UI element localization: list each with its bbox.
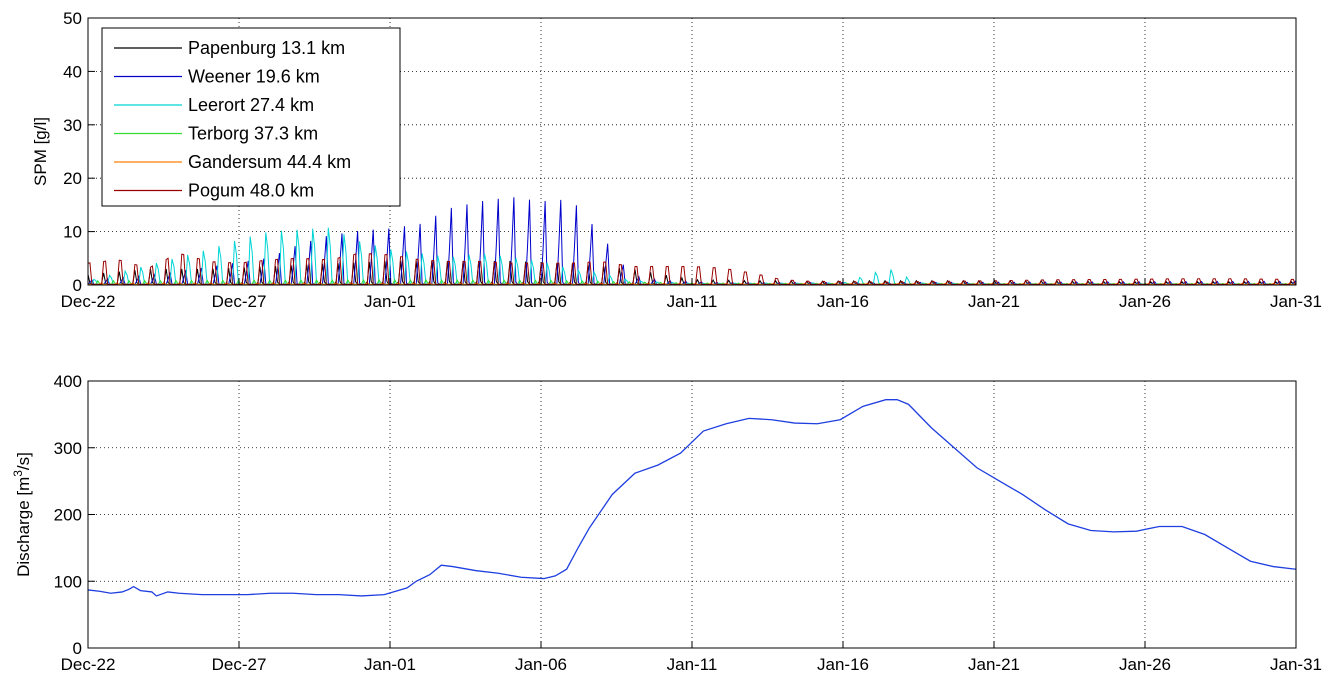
discharge-ticks: Dec-22 Dec-27 Jan-01 Jan-06 Jan-11 Jan-16 Jan-… bbox=[54, 372, 1322, 674]
x-tick-label: Dec-27 bbox=[212, 655, 267, 674]
y-tick-label: 50 bbox=[63, 9, 82, 28]
x-tick-label: Jan-06 bbox=[515, 655, 567, 674]
legend-entry: Leerort 27.4 km bbox=[188, 95, 314, 115]
discharge-panel: Dec-22 Dec-27 Jan-01 Jan-06 Jan-11 Jan-16 Jan-… bbox=[11, 372, 1322, 674]
discharge-y-axis-label-end: /s] bbox=[14, 452, 33, 470]
spm-y-axis-label: SPM [g/l] bbox=[31, 117, 50, 186]
x-tick-label: Jan-01 bbox=[364, 292, 416, 311]
discharge-series bbox=[88, 399, 1296, 597]
legend-entry: Weener 19.6 km bbox=[188, 67, 320, 87]
x-tick-label: Jan-26 bbox=[1119, 292, 1171, 311]
x-tick-label: Dec-22 bbox=[61, 655, 116, 674]
x-tick-label: Jan-01 bbox=[364, 655, 416, 674]
legend-entry: Terborg 37.3 km bbox=[188, 124, 318, 144]
spm-ticks: Dec-22 Dec-27 Jan-01 Jan-06 Jan-11 Jan-16 Jan-… bbox=[61, 9, 1322, 311]
discharge-y-axis-label-main: Discharge [m bbox=[14, 477, 33, 577]
x-tick-label: Jan-31 bbox=[1270, 655, 1322, 674]
x-tick-label: Jan-16 bbox=[817, 655, 869, 674]
y-tick-label: 40 bbox=[63, 62, 82, 81]
y-tick-label: 30 bbox=[63, 116, 82, 135]
legend-box bbox=[101, 27, 401, 207]
x-tick-label: Jan-11 bbox=[667, 655, 718, 674]
discharge-y-axis-label: Discharge [m3/s] bbox=[11, 452, 33, 577]
y-tick-label: 400 bbox=[54, 372, 82, 391]
spm-panel: Dec-22 Dec-27 Jan-01 Jan-06 Jan-11 Jan-16 Jan-… bbox=[31, 9, 1322, 311]
legend-entry: Papenburg 13.1 km bbox=[188, 38, 345, 58]
legend-entry: Pogum 48.0 km bbox=[188, 181, 314, 201]
y-tick-label: 0 bbox=[73, 276, 82, 295]
y-tick-label: 100 bbox=[54, 572, 82, 591]
spm-legend: Papenburg 13.1 km Weener 19.6 km Leerort 2… bbox=[101, 27, 401, 207]
y-tick-label: 20 bbox=[63, 169, 82, 188]
x-tick-label: Jan-06 bbox=[515, 292, 567, 311]
x-tick-label: Jan-21 bbox=[968, 655, 1020, 674]
y-tick-label: 300 bbox=[54, 439, 82, 458]
y-tick-label: 0 bbox=[73, 639, 82, 658]
spm-line-2 bbox=[88, 227, 1296, 285]
x-tick-label: Jan-31 bbox=[1270, 292, 1322, 311]
x-tick-label: Jan-16 bbox=[817, 292, 869, 311]
x-tick-label: Dec-27 bbox=[212, 292, 267, 311]
discharge-grid bbox=[88, 381, 1296, 648]
x-tick-label: Dec-22 bbox=[61, 292, 116, 311]
discharge-y-axis-label-sup: 3 bbox=[11, 470, 25, 477]
discharge-line bbox=[88, 399, 1296, 597]
x-tick-label: Jan-21 bbox=[968, 292, 1020, 311]
y-tick-label: 10 bbox=[63, 223, 82, 242]
x-tick-label: Jan-11 bbox=[667, 292, 718, 311]
y-tick-label: 200 bbox=[54, 506, 82, 525]
x-tick-label: Jan-26 bbox=[1119, 655, 1171, 674]
legend-entry: Gandersum 44.4 km bbox=[188, 152, 351, 172]
